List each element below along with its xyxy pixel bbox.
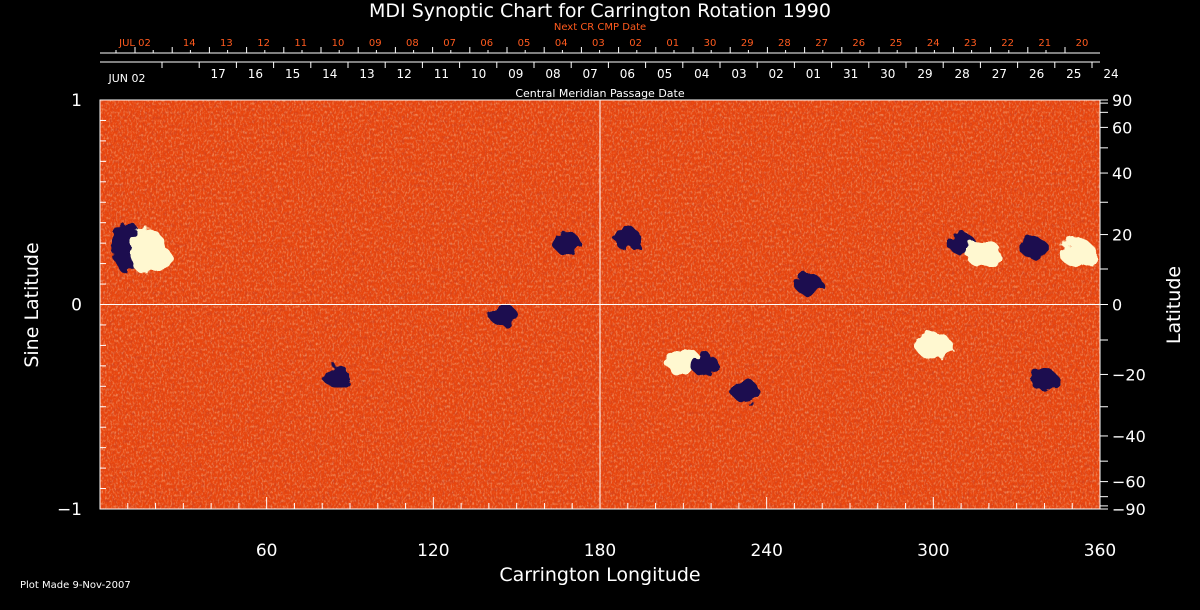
y-tick-label-left: 1 (71, 91, 82, 111)
x-tick-label: 60 (256, 541, 278, 561)
cmp-date-label: 30 (880, 67, 895, 81)
x-tick-label: 240 (750, 541, 782, 561)
plot-made-label: Plot Made 9-Nov-2007 (20, 580, 131, 591)
next-cr-date-label: 23 (964, 38, 977, 49)
cmp-date-label: 25 (1066, 67, 1081, 81)
next-cr-date-label: 10 (332, 38, 345, 49)
active-region (691, 354, 720, 377)
y-tick-label-right: 90 (1112, 91, 1132, 110)
y-tick-label-right: −20 (1112, 365, 1146, 384)
next-cr-date-label: 11 (294, 38, 307, 49)
y-tick-label-right: 60 (1112, 118, 1132, 137)
y-tick-label-right: 20 (1112, 226, 1132, 245)
cmp-date-label: 04 (694, 67, 709, 81)
next-cr-date-label: 20 (1076, 38, 1089, 49)
y-tick-label-right: 0 (1112, 296, 1122, 315)
cmp-date-label: 08 (545, 67, 560, 81)
cmp-date-label: 27 (992, 67, 1007, 81)
active-region (730, 379, 759, 402)
cmp-date-label: JUN 02 (107, 72, 145, 85)
next-cr-date-label: 26 (852, 38, 865, 49)
cmp-date-label: 31 (843, 67, 858, 81)
cmp-date-label: 10 (471, 67, 486, 81)
next-cr-date-label: 28 (778, 38, 791, 49)
next-cr-date-label: 03 (592, 38, 605, 49)
next-cr-date-label: 22 (1001, 38, 1014, 49)
next-cr-date-label: 24 (927, 38, 940, 49)
active-region (915, 331, 952, 360)
cmp-date-label: 26 (1029, 67, 1044, 81)
cmp-date-label: 09 (508, 67, 523, 81)
next-cr-date-label: 07 (443, 38, 456, 49)
y-axis-title-right: Latitude (1163, 265, 1185, 345)
y-tick-label-left: −1 (57, 500, 82, 520)
active-region (1019, 236, 1048, 259)
active-region (1030, 369, 1059, 392)
central-meridian-passage-label: Central Meridian Passage Date (515, 87, 685, 100)
next-cr-date-label: 14 (183, 38, 196, 49)
x-tick-label: 180 (584, 541, 616, 561)
cmp-date-label: 17 (211, 67, 226, 81)
x-axis-title: Carrington Longitude (499, 564, 701, 586)
active-region (794, 273, 823, 296)
y-tick-label-right: −90 (1112, 500, 1146, 519)
y-axis-title-left: Sine Latitude (21, 242, 43, 368)
cmp-date-label: 15 (285, 67, 300, 81)
y-tick-label-left: 0 (71, 296, 82, 316)
cmp-date-label: 29 (917, 67, 932, 81)
cmp-date-label: 01 (806, 67, 821, 81)
cmp-date-label: 28 (955, 67, 970, 81)
next-cr-date-label: 29 (741, 38, 754, 49)
next-cr-cmp-label: Next CR CMP Date (553, 22, 647, 33)
cmp-date-label: 24 (1103, 67, 1118, 81)
x-tick-label: 360 (1084, 541, 1116, 561)
cmp-date-label: 11 (434, 67, 449, 81)
active-region (965, 239, 1002, 268)
cmp-date-label: 03 (731, 67, 746, 81)
next-cr-date-label: 25 (890, 38, 903, 49)
cmp-date-label: 07 (583, 67, 598, 81)
y-tick-label-right: −60 (1112, 473, 1146, 492)
cmp-date-label: 16 (248, 67, 263, 81)
active-region (552, 232, 581, 255)
next-cr-date-label: 02 (629, 38, 642, 49)
y-tick-label-right: −40 (1112, 427, 1146, 446)
active-region (1059, 239, 1096, 268)
cmp-date-label: 06 (620, 67, 635, 81)
cmp-date-label: 14 (322, 67, 337, 81)
next-cr-date-label: 27 (815, 38, 828, 49)
next-cr-date-label: 06 (480, 38, 493, 49)
next-cr-date-label: 12 (257, 38, 270, 49)
next-cr-date-label: JUL 02 (118, 38, 151, 49)
next-cr-date-label: 04 (555, 38, 568, 49)
next-cr-date-label: 05 (518, 38, 531, 49)
y-tick-label-right: 40 (1112, 164, 1132, 183)
next-cr-date-label: 01 (666, 38, 679, 49)
cmp-date-label: 12 (397, 67, 412, 81)
next-cr-date-label: 09 (369, 38, 382, 49)
next-cr-date-label: 08 (406, 38, 419, 49)
next-cr-date-label: 21 (1038, 38, 1051, 49)
active-region (137, 245, 174, 274)
x-tick-label: 300 (917, 541, 949, 561)
next-cr-date-label: 13 (220, 38, 233, 49)
chart-title: MDI Synoptic Chart for Carrington Rotati… (369, 0, 831, 22)
active-region (613, 228, 642, 251)
active-region (488, 303, 517, 326)
cmp-date-label: 02 (769, 67, 784, 81)
cmp-date-label: 13 (359, 67, 374, 81)
x-tick-label: 120 (417, 541, 449, 561)
active-region (322, 365, 351, 388)
cmp-date-label: 05 (657, 67, 672, 81)
next-cr-date-label: 30 (704, 38, 717, 49)
